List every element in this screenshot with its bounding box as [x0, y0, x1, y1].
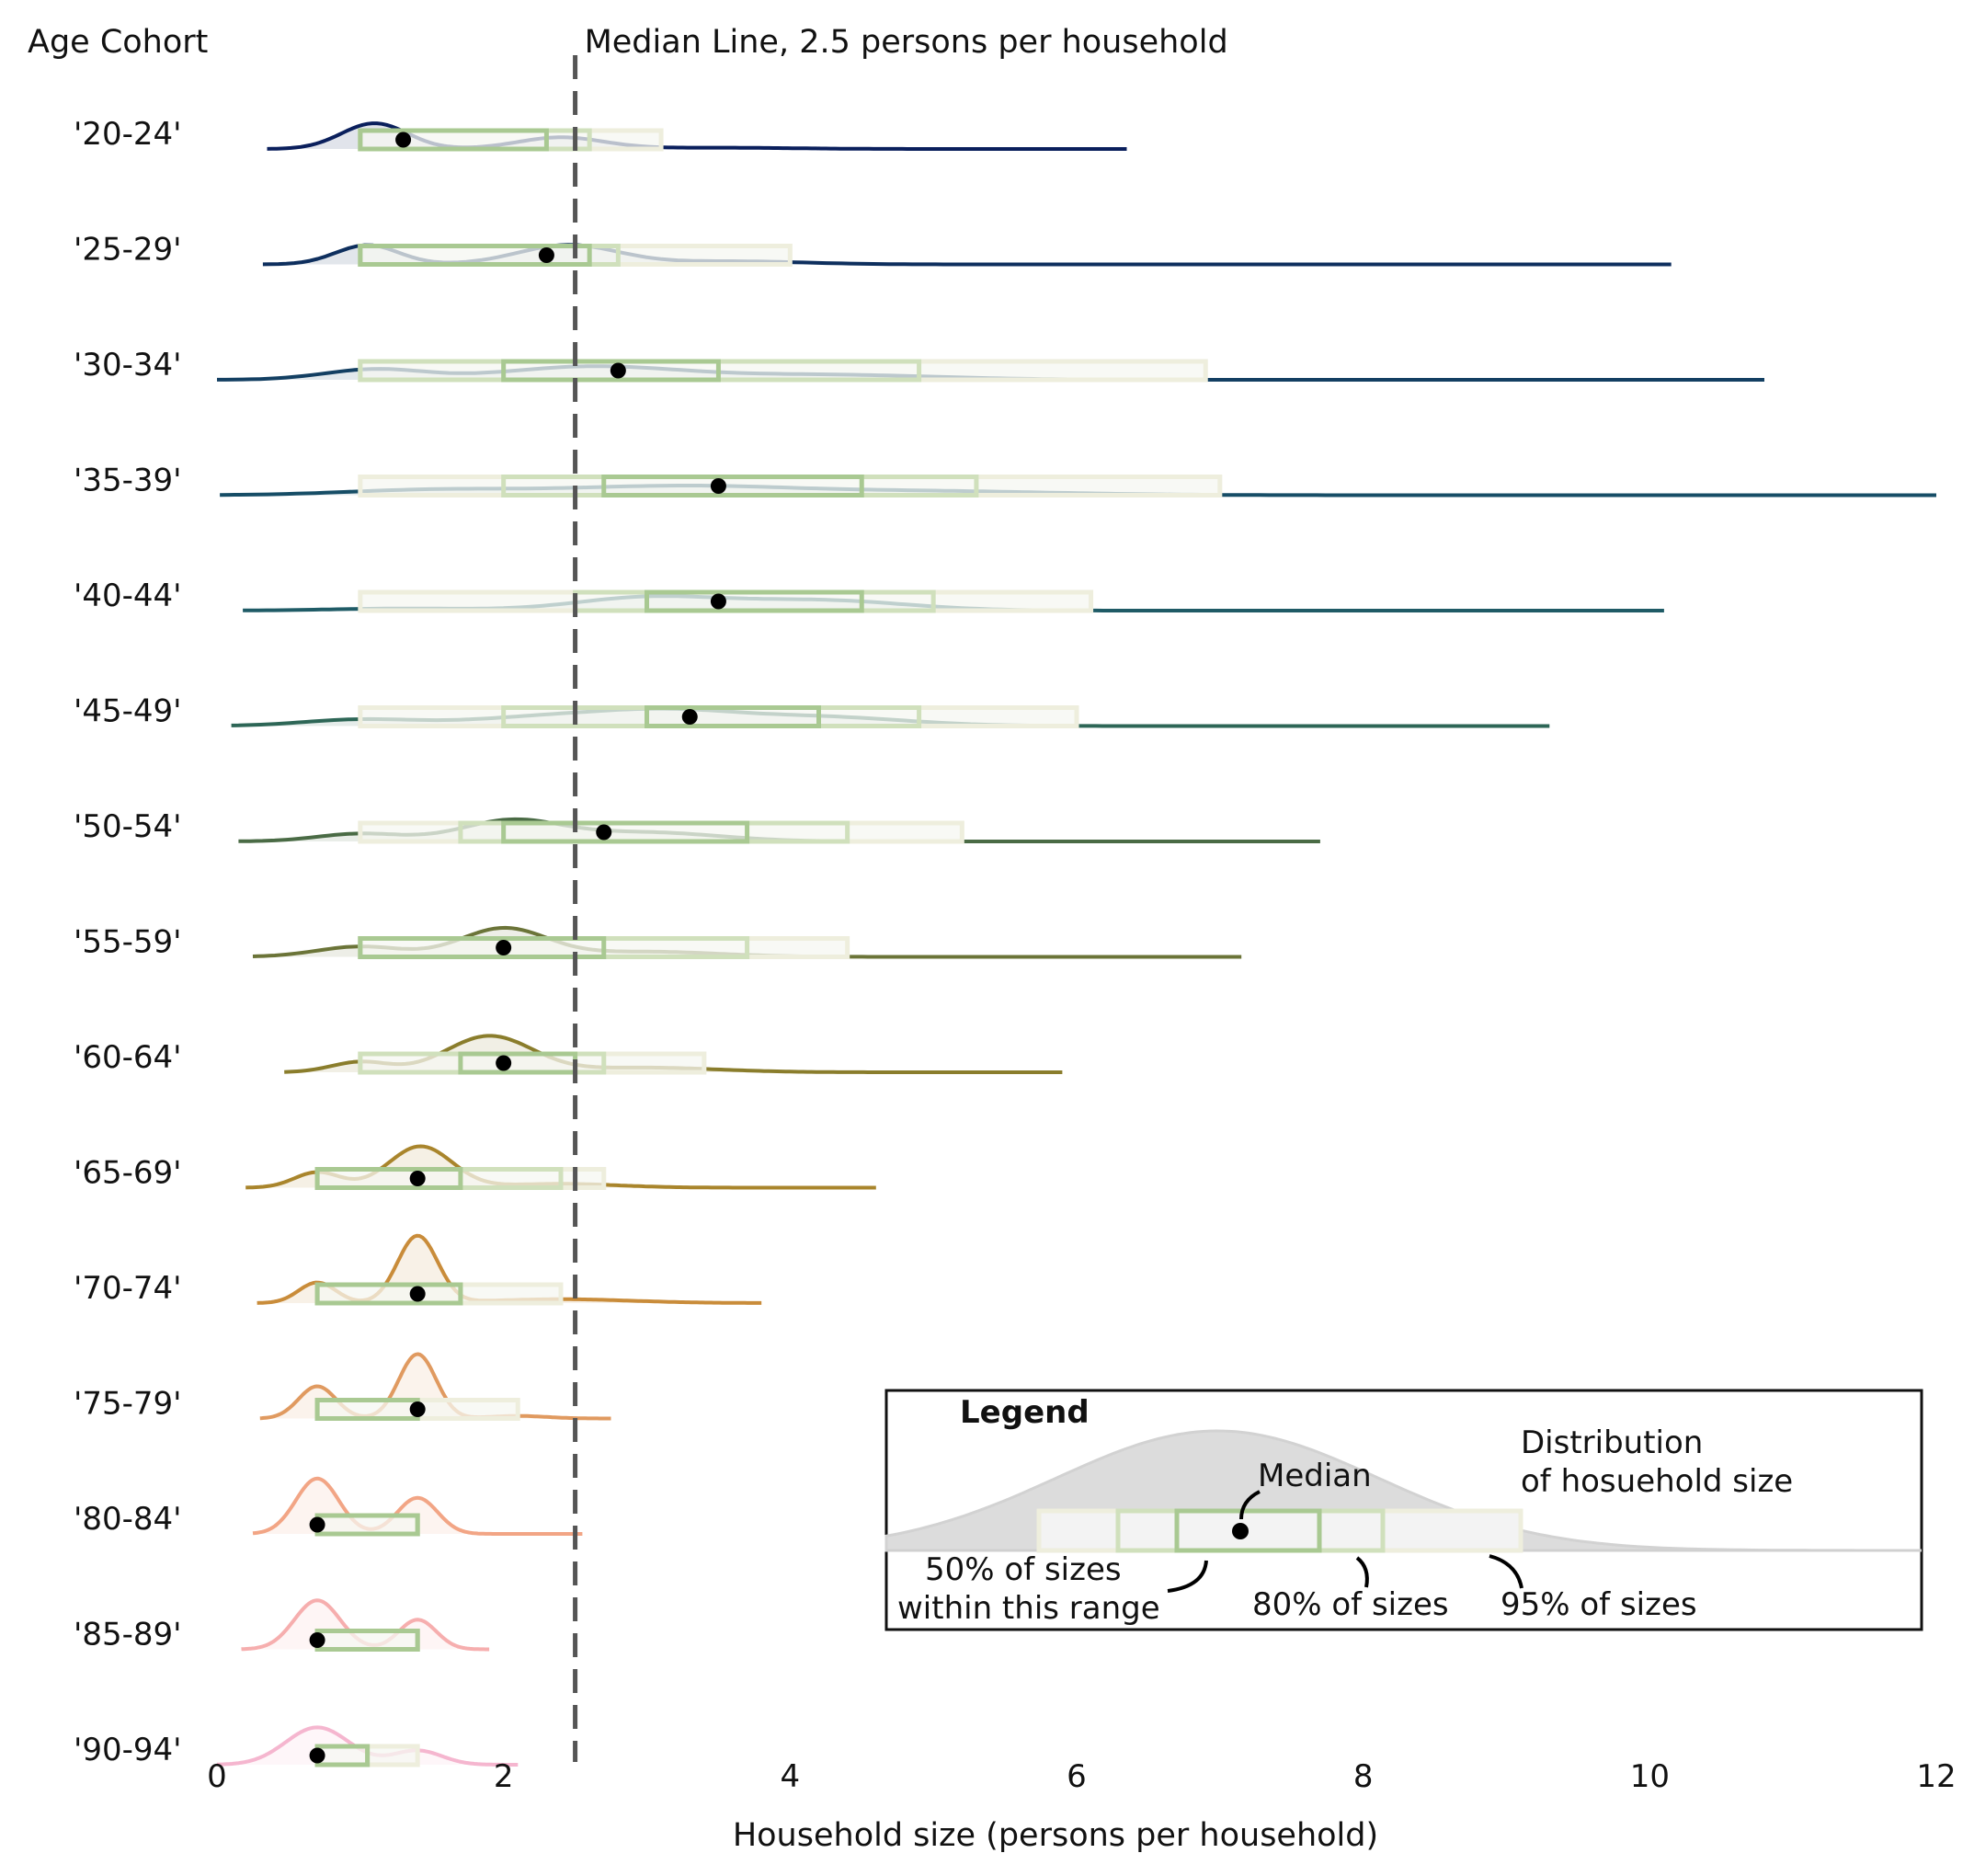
interval-95-50-54 — [358, 820, 964, 844]
ridge-55-59 — [252, 925, 1242, 959]
y-label-90-94: '90-94' — [74, 1732, 182, 1768]
legend-median-label: Median — [1258, 1458, 1372, 1494]
density-fill-75-79 — [259, 1354, 611, 1419]
legend-median-arrow — [1239, 1490, 1261, 1520]
x-tick-4: 4 — [781, 1758, 801, 1795]
density-fill-85-89 — [241, 1600, 490, 1650]
ridge-30-34 — [217, 359, 1764, 383]
y-label-65-69: '65-69' — [74, 1155, 182, 1192]
y-label-75-79: '75-79' — [74, 1386, 182, 1423]
y-label-85-89: '85-89' — [74, 1617, 182, 1653]
ridge-25-29 — [262, 243, 1672, 267]
y-label-60-64: '60-64' — [74, 1039, 182, 1076]
median-dot-80-84 — [309, 1516, 325, 1533]
median-dot-65-69 — [409, 1171, 426, 1186]
ridge-40-44 — [243, 589, 1664, 613]
legend-95-label: 95% of sizes — [1500, 1586, 1697, 1623]
legend-50-arrow — [1167, 1560, 1208, 1593]
median-dot-90-94 — [309, 1747, 325, 1764]
median-dot-50-54 — [596, 824, 612, 841]
interval-50-40-44 — [645, 589, 864, 613]
median-dot-85-89 — [309, 1632, 325, 1648]
y-label-30-34: '30-34' — [74, 347, 182, 383]
median-dot-30-34 — [610, 362, 626, 379]
median-dot-40-44 — [710, 593, 726, 610]
median-dot-35-39 — [710, 478, 726, 494]
ridge-50-54 — [238, 817, 1320, 844]
density-fill-70-74 — [257, 1235, 762, 1303]
interval-50-35-39 — [601, 475, 864, 498]
median-dot-60-64 — [496, 1055, 512, 1071]
legend: Legend Distribution of hosuehold size Me… — [884, 1389, 1923, 1631]
legend-distribution-label-line2: of hosuehold size — [1521, 1463, 1793, 1500]
ridge-45-49 — [231, 705, 1550, 728]
ridge-20-24 — [267, 121, 1127, 152]
x-tick-2: 2 — [494, 1758, 514, 1795]
interval-95-70-74 — [314, 1282, 564, 1306]
density-curve-80-84 — [252, 1476, 583, 1536]
density-fill-20-24 — [267, 123, 1127, 149]
ridge-65-69 — [245, 1144, 876, 1190]
y-tick-labels: '20-24' '25-29' '30-34' '35-39' '40-44' '45-4… — [74, 116, 182, 1768]
interval-95-35-39 — [358, 475, 1223, 498]
x-axis-title: Household size (persons per household) — [733, 1817, 1378, 1854]
interval-50-25-29 — [358, 244, 592, 267]
y-label-25-29: '25-29' — [74, 232, 182, 269]
interval-50-55-59 — [358, 936, 607, 959]
interval-50-45-49 — [645, 705, 821, 728]
median-dot-70-74 — [409, 1286, 426, 1302]
median-dot-45-49 — [681, 709, 698, 725]
legend-distribution-label-line1: Distribution — [1521, 1424, 1703, 1461]
interval-50-50-54 — [501, 820, 750, 844]
x-tick-8: 8 — [1353, 1758, 1374, 1795]
x-tick-10: 10 — [1630, 1758, 1670, 1795]
legend-80-label: 80% of sizes — [1252, 1586, 1449, 1623]
legend-50-label-line1: 50% of sizes — [925, 1551, 1122, 1588]
median-dot-25-29 — [538, 247, 554, 263]
legend-80-arrow — [1355, 1556, 1369, 1588]
x-tick-0: 0 — [207, 1758, 227, 1795]
y-label-80-84: '80-84' — [74, 1501, 182, 1538]
legend-title: Legend — [960, 1394, 1090, 1431]
interval-95-60-64 — [358, 1051, 707, 1075]
y-label-55-59: '55-59' — [74, 924, 182, 961]
x-tick-labels: 0 2 4 6 8 10 12 — [207, 1758, 1956, 1795]
median-dot-55-59 — [496, 940, 512, 955]
ridge-60-64 — [284, 1034, 1063, 1075]
median-dot-20-24 — [395, 132, 412, 148]
interval-95-80-84 — [314, 1513, 420, 1537]
y-label-45-49: '45-49' — [74, 693, 182, 730]
median-line-label: Median Line, 2.5 persons per household — [585, 24, 1228, 61]
interval-50-30-34 — [501, 359, 721, 383]
interval-95-45-49 — [358, 705, 1079, 728]
interval-95-30-34 — [358, 359, 1208, 383]
ridge-80-84 — [252, 1476, 583, 1537]
ridge-35-39 — [220, 475, 1937, 498]
interval-50-70-74 — [314, 1282, 463, 1306]
ridge-90-94 — [216, 1725, 519, 1767]
legend-median-dot — [1232, 1523, 1249, 1539]
interval-95-85-89 — [314, 1629, 420, 1652]
x-tick-6: 6 — [1067, 1758, 1087, 1795]
interval-50-20-24 — [358, 128, 549, 152]
y-label-70-74: '70-74' — [74, 1270, 182, 1307]
interval-50-65-69 — [314, 1167, 463, 1190]
median-dot-75-79 — [409, 1401, 426, 1417]
legend-50-label-line2: within this range — [897, 1590, 1160, 1627]
ridge-75-79 — [259, 1352, 611, 1421]
ridge-85-89 — [241, 1598, 490, 1652]
density-curve-75-79 — [259, 1352, 611, 1421]
y-label-20-24: '20-24' — [74, 116, 182, 153]
ridge-70-74 — [257, 1233, 762, 1306]
y-label-40-44: '40-44' — [74, 578, 182, 614]
y-label-35-39: '35-39' — [74, 463, 182, 499]
x-tick-12: 12 — [1916, 1758, 1956, 1795]
y-label-50-54: '50-54' — [74, 808, 182, 845]
density-fill-90-94 — [217, 1727, 519, 1765]
legend-95-arrow — [1489, 1554, 1523, 1589]
y-axis-title: Age Cohort — [28, 24, 208, 61]
